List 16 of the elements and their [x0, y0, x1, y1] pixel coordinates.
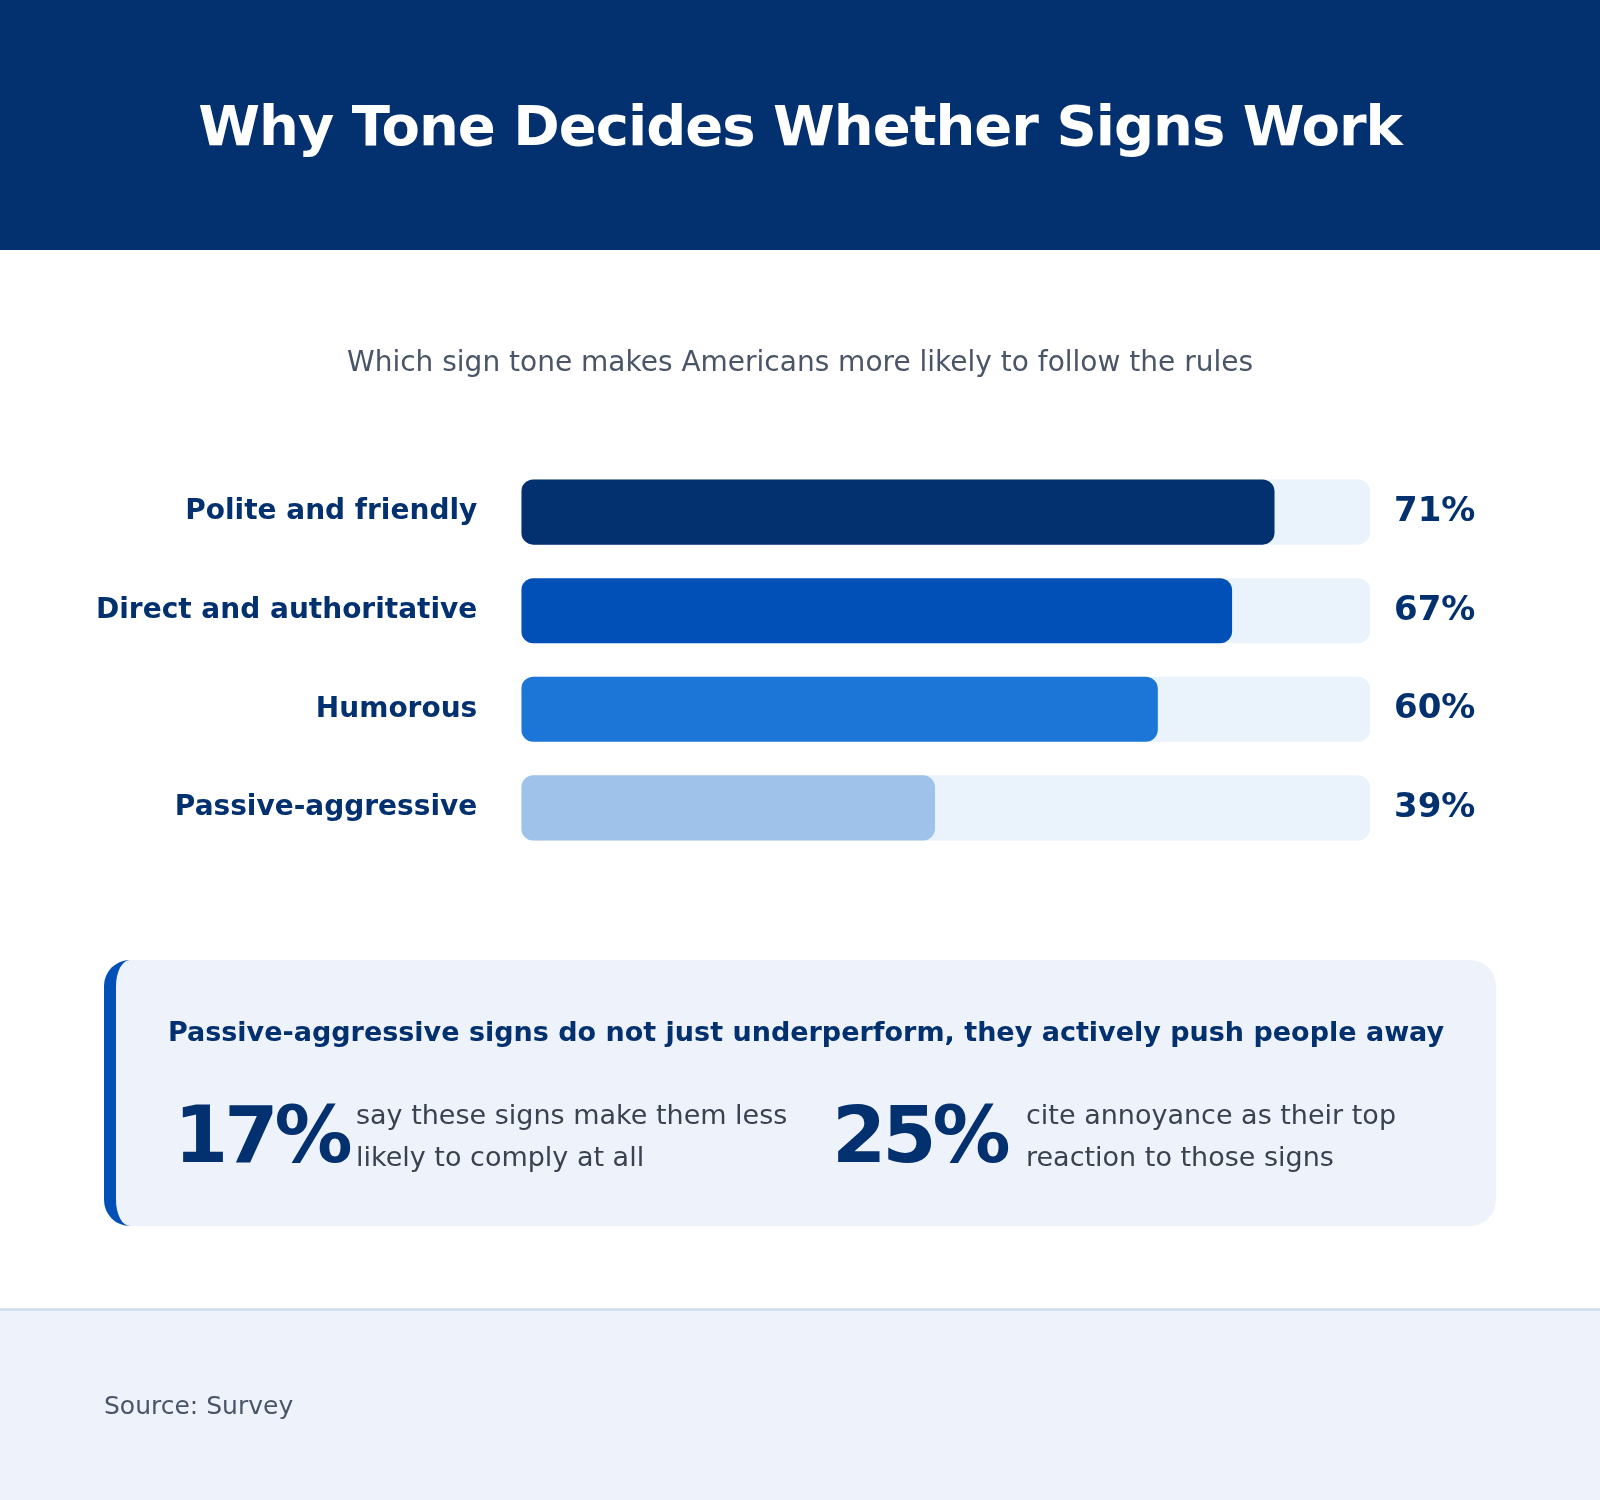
- text: say these signs make them less likely to comply at all: [356, 1098, 789, 1174]
- data-label: 60%: [1394, 686, 1476, 727]
- text: Passive-aggressive signs do not just underperform, they actively push people away: [166, 1016, 1446, 1047]
- y-tick-label: Polite and friendly: [185, 493, 478, 527]
- data-label: 39%: [1394, 784, 1476, 825]
- data-label: 67%: [1394, 587, 1476, 628]
- text: cite annoyance as their top reaction to those signs: [1026, 1098, 1398, 1174]
- chart-title: Why Tone Decides Whether Signs Work: [198, 92, 1402, 158]
- source-note: Source: Survey: [104, 1391, 294, 1420]
- text: 25%: [832, 1090, 1007, 1180]
- y-tick-label: Passive-aggressive: [174, 789, 478, 823]
- y-tick-label: Direct and authoritative: [96, 591, 478, 625]
- text: 17%: [174, 1090, 349, 1180]
- chart-subtitle: Which sign tone makes Americans more likely to follow the rules: [346, 345, 1254, 378]
- y-tick-label: Humorous: [315, 690, 478, 724]
- data-label: 71%: [1394, 488, 1476, 529]
